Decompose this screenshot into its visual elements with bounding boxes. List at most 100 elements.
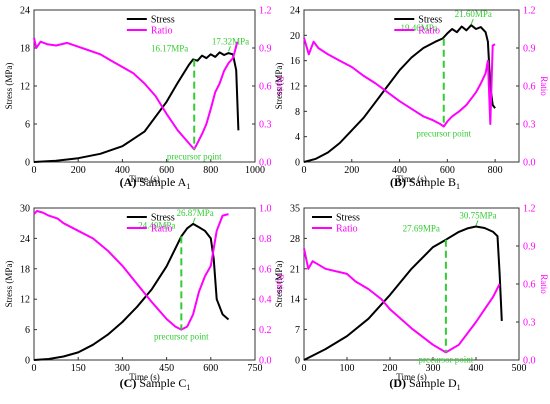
legend-label: Ratio bbox=[418, 26, 440, 37]
y2-tick-label: 0.9 bbox=[523, 242, 536, 253]
x-tick-label: 150 bbox=[71, 363, 86, 374]
panel-2: 0 150 300 450 600 750 0 6 12 18 24 30 0.0 0.2 0.4 0.6 0.… bbox=[4, 204, 285, 393]
y-tick-label: 16 bbox=[290, 56, 300, 67]
series-stress-line bbox=[303, 24, 496, 163]
x-tick-label: 100 bbox=[340, 363, 355, 374]
x-tick-label: 800 bbox=[203, 165, 218, 176]
legend-label: Stress bbox=[418, 15, 442, 26]
y-tick-label: 6 bbox=[25, 120, 30, 131]
y-axis-label: Stress (MPa) bbox=[274, 63, 284, 110]
x-tick-label: 800 bbox=[488, 165, 503, 176]
y-tick-label: 20 bbox=[290, 31, 300, 42]
x-tick-label: 0 bbox=[302, 165, 307, 176]
x-tick-label: 600 bbox=[203, 363, 218, 374]
x-tick-label: 0 bbox=[32, 363, 37, 374]
y2-tick-label: 1.2 bbox=[523, 6, 536, 17]
x-tick-label: 450 bbox=[159, 363, 174, 374]
y2-tick-label: 0.6 bbox=[523, 280, 536, 291]
y-tick-label: 28 bbox=[290, 234, 300, 245]
annotation-leader bbox=[228, 46, 231, 52]
y-tick-label: 0 bbox=[295, 158, 300, 169]
x-tick-label: 750 bbox=[248, 363, 263, 374]
y-tick-label: 0 bbox=[25, 158, 30, 169]
x-tick-label: 400 bbox=[469, 363, 484, 374]
y-tick-label: 12 bbox=[20, 295, 30, 306]
y2-tick-label: 0.6 bbox=[259, 82, 272, 93]
series-stress-line bbox=[303, 225, 503, 361]
legend-label: Ratio bbox=[151, 224, 173, 235]
panel-caption: (B) Sample B1 bbox=[390, 175, 460, 191]
series-ratio-line bbox=[303, 37, 496, 128]
precursor-label: precursor point bbox=[154, 332, 209, 342]
legend-label: Stress bbox=[336, 213, 360, 224]
y-tick-label: 12 bbox=[20, 82, 30, 93]
panel-caption: (C) Sample C1 bbox=[120, 376, 191, 392]
x-tick-label: 1000 bbox=[245, 165, 265, 176]
x-axis-label: Time (s) bbox=[396, 372, 426, 382]
panel-caption: (D) Sample D1 bbox=[389, 376, 460, 392]
y2-tick-label: 0.0 bbox=[259, 356, 272, 367]
annotation-leader bbox=[475, 220, 479, 226]
value-annotation: 24.40MPa bbox=[138, 220, 175, 230]
x-tick-label: 0 bbox=[32, 165, 37, 176]
y-tick-label: 21 bbox=[290, 264, 300, 275]
y-tick-label: 6 bbox=[25, 325, 30, 336]
y2-tick-label: 0.8 bbox=[259, 234, 272, 245]
y-tick-label: 18 bbox=[20, 264, 30, 275]
x-tick-label: 400 bbox=[115, 165, 130, 176]
y2-tick-label: 0.6 bbox=[523, 82, 536, 93]
y2-axis-label: Ratio bbox=[539, 76, 549, 96]
y-tick-label: 24 bbox=[20, 234, 30, 245]
series-ratio-line bbox=[33, 37, 239, 151]
y2-tick-label: 1.2 bbox=[259, 6, 272, 17]
value-annotation: 30.75MPa bbox=[459, 210, 496, 220]
y-tick-label: 0 bbox=[25, 356, 30, 367]
annotation-leader bbox=[192, 217, 196, 224]
y2-tick-label: 1.2 bbox=[523, 204, 536, 215]
y2-tick-label: 0.6 bbox=[259, 264, 272, 275]
plot-frame bbox=[33, 207, 256, 361]
x-tick-label: 0 bbox=[302, 363, 307, 374]
annotation-leader bbox=[470, 19, 474, 25]
y-tick-label: 24 bbox=[290, 6, 300, 17]
y2-tick-label: 0.3 bbox=[259, 120, 272, 131]
panel-0: 0 200 400 600 800 1000 0 6 12 18 24 0.0 0.3 0.6 0.9 1.2… bbox=[4, 6, 285, 192]
y2-axis-label: Ratio bbox=[275, 76, 285, 96]
y-tick-label: 7 bbox=[295, 325, 300, 336]
y-tick-label: 12 bbox=[290, 82, 300, 93]
panel-1: 0 200 400 600 800 0 4 8 12 16 20 24 0.0 0.3 0.6 0.9 1.2 T… bbox=[274, 6, 549, 192]
x-tick-label: 500 bbox=[512, 363, 527, 374]
y2-axis-label: Ratio bbox=[539, 274, 549, 294]
y2-tick-label: 0.3 bbox=[523, 120, 536, 131]
value-annotation: 26.87MPa bbox=[176, 208, 213, 218]
y2-tick-label: 0.9 bbox=[523, 44, 536, 55]
x-axis-label: Time (s) bbox=[129, 174, 159, 184]
y-axis-label: Stress (MPa) bbox=[4, 261, 14, 308]
y-tick-label: 4 bbox=[295, 132, 300, 143]
value-annotation: 19.46MPa bbox=[400, 23, 437, 33]
x-tick-label: 300 bbox=[426, 363, 441, 374]
x-tick-label: 400 bbox=[392, 165, 407, 176]
y2-tick-label: 0.0 bbox=[259, 158, 272, 169]
y2-axis-label: Ratio bbox=[275, 274, 285, 294]
y-axis-label: Stress (MPa) bbox=[4, 63, 14, 110]
y-tick-label: 8 bbox=[295, 107, 300, 118]
x-tick-label: 200 bbox=[383, 363, 398, 374]
y2-tick-label: 0.2 bbox=[259, 325, 272, 336]
series-stress-line bbox=[33, 51, 240, 163]
value-annotation: 21.60MPa bbox=[455, 9, 492, 19]
y-tick-label: 24 bbox=[20, 6, 30, 17]
x-tick-label: 200 bbox=[71, 165, 86, 176]
legend-label: Stress bbox=[151, 213, 175, 224]
y2-tick-label: 0.0 bbox=[523, 356, 536, 367]
y-tick-label: 30 bbox=[20, 204, 30, 215]
x-tick-label: 600 bbox=[440, 165, 455, 176]
series-ratio-line bbox=[303, 248, 501, 354]
series-ratio-line bbox=[33, 210, 229, 331]
legend-label: Stress bbox=[151, 15, 175, 26]
